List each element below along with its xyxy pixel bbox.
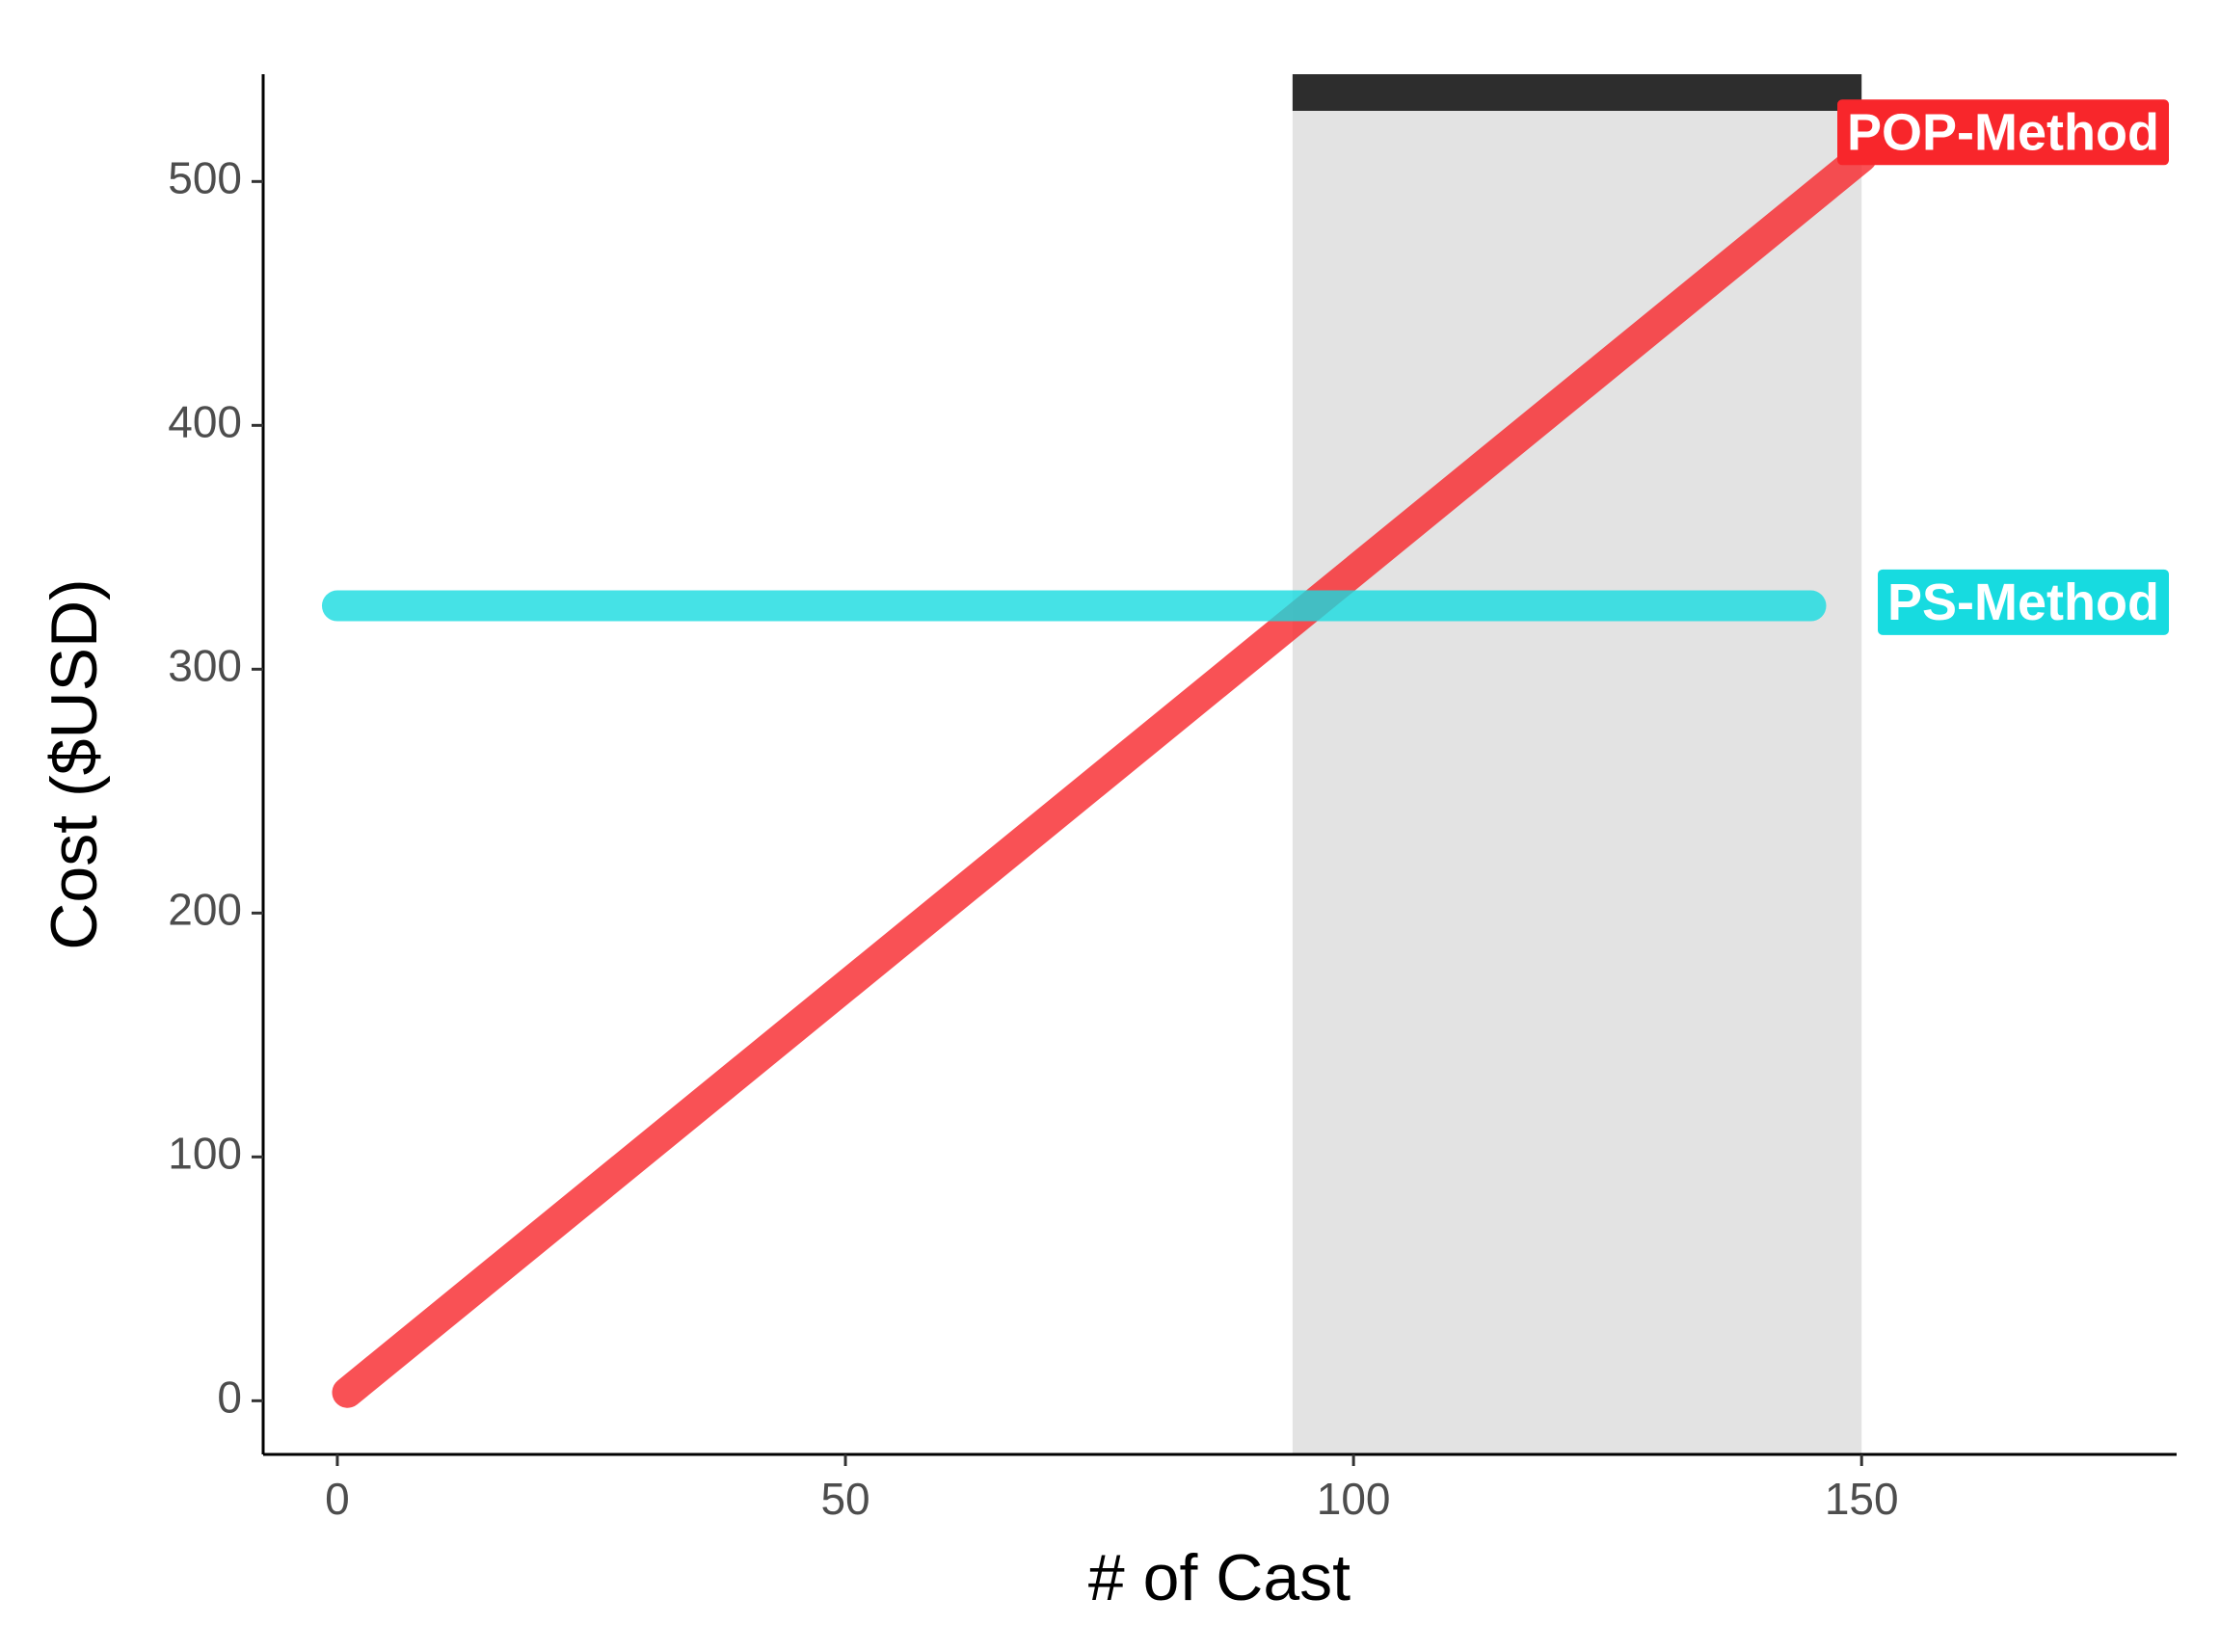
y-tick-label: 400 [168, 396, 242, 446]
series-label: PS-Method [1878, 569, 2169, 635]
series-label-box [1837, 99, 2169, 166]
x-axis-title: # of Cast [1088, 1541, 1351, 1614]
x-tick-label: 150 [1825, 1474, 1899, 1524]
y-tick-label: 500 [168, 152, 242, 202]
highlight-region [1292, 111, 1862, 1454]
series-label: POP-Method [1837, 99, 2169, 166]
series-line [332, 142, 1878, 1408]
x-tick-label: 50 [820, 1474, 869, 1524]
series-label-text: POP-Method [1847, 103, 2159, 161]
series-label-box [1878, 569, 2169, 635]
y-axis-title: Cost ($USD) [38, 578, 111, 949]
x-tick-label: 0 [325, 1474, 350, 1524]
highlight-bar [1292, 74, 1862, 111]
y-tick-label: 100 [168, 1128, 242, 1178]
y-tick-label: 0 [217, 1372, 242, 1422]
x-tick-label: 100 [1317, 1474, 1391, 1524]
series-label-text: PS-Method [1887, 573, 2159, 631]
y-tick-label: 300 [168, 640, 242, 690]
y-tick-label: 200 [168, 884, 242, 934]
